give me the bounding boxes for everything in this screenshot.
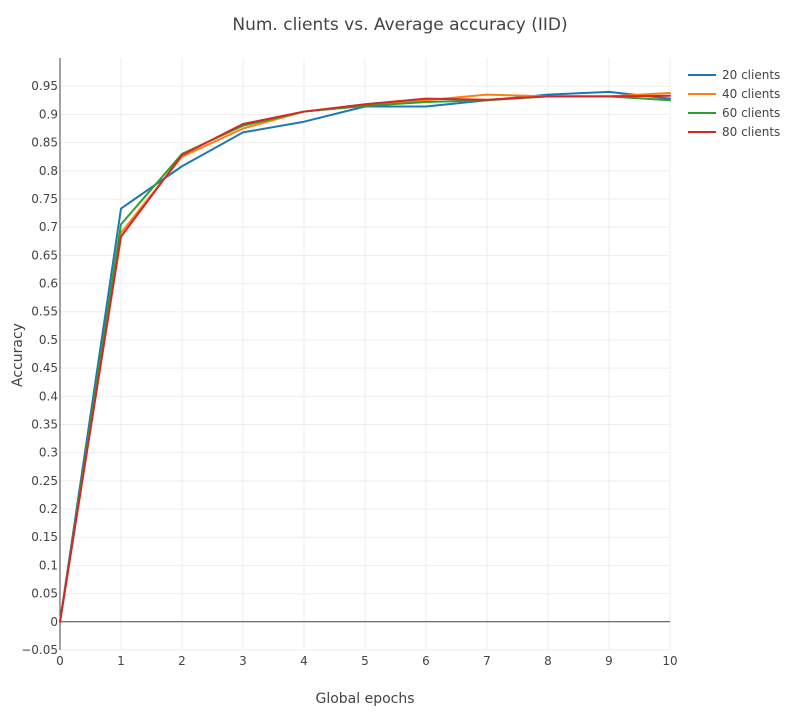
x-axis-title: Global epochs (315, 691, 414, 707)
y-tick-label: 0.2 (39, 502, 58, 516)
y-tick-label: 0.5 (39, 333, 58, 347)
y-tick-label: 0.45 (31, 361, 58, 375)
x-tick-label: 1 (117, 654, 125, 668)
legend-item[interactable]: 80 clients (688, 125, 780, 139)
y-tick-label: 0.05 (31, 587, 58, 601)
x-tick-label: 4 (300, 654, 308, 668)
y-tick-label: 0.7 (39, 220, 58, 234)
legend-label: 40 clients (722, 87, 780, 101)
legend-item[interactable]: 20 clients (688, 68, 780, 82)
y-tick-label: 0.25 (31, 474, 58, 488)
legend-item[interactable]: 40 clients (688, 87, 780, 101)
x-tick-label: 3 (239, 654, 247, 668)
x-tick-label: 9 (605, 654, 613, 668)
x-tick-label: 7 (483, 654, 491, 668)
gridlines (60, 58, 671, 651)
y-tick-label: 0.55 (31, 305, 58, 319)
chart-title: Num. clients vs. Average accuracy (IID) (232, 15, 567, 35)
y-tick-label: 0.1 (39, 558, 58, 572)
x-tick-label: 5 (361, 654, 369, 668)
x-tick-label: 10 (662, 654, 677, 668)
legend[interactable]: 20 clients 40 clients 60 clients 80 clients (688, 68, 780, 139)
y-tick-label: 0 (50, 615, 58, 629)
legend-label: 60 clients (722, 106, 780, 120)
y-tick-label: 0.85 (31, 136, 58, 150)
series-lines (59, 90, 671, 623)
series-line-80-clients (59, 94, 671, 623)
y-axis-title: Accuracy (10, 323, 26, 387)
y-tick-label: 0.95 (31, 79, 58, 93)
y-tick-label: 0.8 (39, 164, 58, 178)
legend-label: 80 clients (722, 125, 780, 139)
y-tick-label: 0.3 (39, 446, 58, 460)
y-tick-label: 0.65 (31, 248, 58, 262)
axes: 0 1 2 3 4 5 6 7 8 9 10−0.0500.050.10.150.20.250.30… (21, 58, 678, 668)
y-tick-label: 0.4 (39, 389, 58, 403)
legend-item[interactable]: 60 clients (688, 106, 780, 120)
y-tick-label: 0.9 (39, 107, 58, 121)
y-tick-label: 0.6 (39, 277, 58, 291)
x-tick-label: 0 (56, 654, 64, 668)
y-tick-label: 0.15 (31, 530, 58, 544)
y-tick-label: 0.75 (31, 192, 58, 206)
x-tick-label: 6 (422, 654, 430, 668)
y-tick-label: 0.35 (31, 417, 58, 431)
x-tick-label: 8 (544, 654, 552, 668)
y-tick-label: −0.05 (21, 643, 58, 657)
x-tick-label: 2 (178, 654, 186, 668)
legend-label: 20 clients (722, 68, 780, 82)
